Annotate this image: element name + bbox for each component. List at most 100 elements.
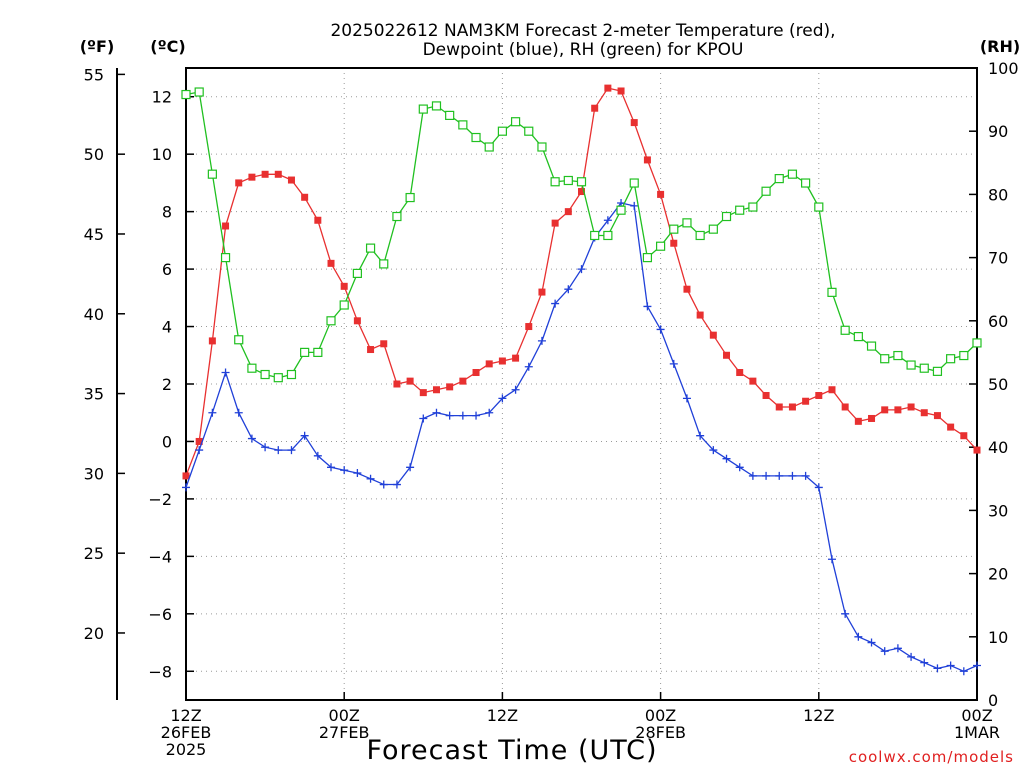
temperature-point — [406, 377, 414, 385]
dewpoint-point — [537, 336, 546, 345]
grid-lines — [186, 68, 977, 700]
time-tick-label: 12Z — [803, 706, 834, 725]
time-tick-label: 00Z — [645, 706, 676, 725]
dewpoint-point — [669, 359, 678, 368]
dewpoint-point — [472, 411, 481, 420]
temperature-point — [525, 323, 533, 331]
temperature-point — [459, 377, 467, 385]
dewpoint-point — [432, 408, 441, 417]
temperature-point — [828, 386, 836, 394]
rh-point — [445, 110, 455, 121]
temperature-point — [670, 239, 678, 247]
rh-tick-label: 60 — [988, 312, 1008, 331]
rh-point — [207, 169, 217, 179]
temperature-point — [538, 288, 546, 296]
dewpoint-point — [524, 362, 533, 371]
rh-point — [801, 178, 811, 188]
rh-point — [326, 316, 336, 326]
rh-point — [814, 202, 824, 212]
temperature-point — [894, 406, 902, 414]
dewpoint-point — [366, 474, 375, 483]
dewpoint-point — [261, 443, 270, 452]
dewpoint-series — [182, 199, 981, 676]
temperature-point — [578, 188, 585, 196]
rh-point — [471, 132, 481, 143]
temperature-point — [802, 397, 810, 405]
dewpoint-point — [933, 664, 942, 673]
rh-point — [721, 211, 732, 222]
dewpoint-point — [392, 480, 401, 489]
rh-point — [273, 373, 283, 383]
time-tick-label: 27FEB — [319, 723, 370, 742]
rh-point — [379, 259, 389, 269]
rh-point — [220, 253, 231, 263]
rh-point — [919, 363, 929, 373]
temperature-point — [248, 173, 256, 181]
dewpoint-point — [274, 446, 283, 455]
dewpoint-point — [221, 368, 230, 377]
chart-title-line-2: Dewpoint (blue), RH (green) for KPOU — [423, 40, 744, 60]
rh-point — [893, 350, 903, 361]
series-group — [181, 84, 982, 676]
fahrenheit-tick-label: 40 — [84, 305, 104, 324]
temperature-point — [643, 156, 651, 164]
temperature-point — [920, 409, 928, 417]
temperature-point — [472, 369, 480, 377]
celsius-tick-label: 6 — [162, 260, 172, 279]
temperature-point — [393, 380, 401, 388]
temperature-point — [854, 417, 862, 425]
rh-point — [972, 338, 982, 348]
temperature-point — [327, 259, 335, 267]
rh-point — [563, 175, 573, 186]
temperature-point — [947, 423, 955, 431]
celsius-tick-label: 4 — [162, 318, 172, 337]
temperature-point — [960, 432, 968, 440]
rh-point — [946, 354, 956, 364]
temperature-point — [261, 170, 269, 178]
temperature-point — [182, 472, 190, 480]
fahrenheit-tick-label: 55 — [84, 65, 104, 84]
fahrenheit-unit-label: (ºF) — [80, 37, 115, 56]
temperature-point — [723, 351, 731, 359]
rh-point — [550, 177, 560, 187]
temperature-point — [380, 340, 388, 348]
temperature-point — [881, 406, 889, 414]
dewpoint-point — [920, 658, 929, 667]
temperature-point — [657, 190, 665, 198]
dewpoint-point — [841, 609, 850, 618]
rh-point — [708, 224, 718, 234]
celsius-tick-label: −2 — [148, 490, 172, 509]
rh-point — [853, 332, 863, 342]
fahrenheit-tick-label: 50 — [84, 145, 104, 164]
time-tick-label: 12Z — [487, 706, 518, 725]
temperature-point — [736, 369, 744, 377]
dewpoint-point — [247, 434, 256, 443]
dewpoint-point — [907, 652, 916, 661]
temperature-point — [301, 193, 309, 201]
temperature-point — [222, 222, 230, 230]
dewpoint-point — [406, 463, 415, 472]
celsius-tick-label: 12 — [152, 88, 172, 107]
time-tick-label: 00Z — [329, 706, 360, 725]
rh-point — [959, 350, 969, 361]
rh-point — [787, 169, 798, 179]
rh-point — [524, 126, 534, 136]
dewpoint-point — [577, 265, 586, 274]
chart-title-line-1: 2025022612 NAM3KM Forecast 2-meter Tempe… — [330, 21, 835, 41]
rh-point — [748, 202, 758, 212]
temperature-point — [868, 414, 876, 422]
temperature-point — [841, 403, 849, 411]
dewpoint-point — [313, 451, 322, 460]
dewpoint-point — [682, 394, 691, 403]
dewpoint-point — [234, 408, 243, 417]
rh-point — [669, 224, 679, 234]
dewpoint-point — [722, 454, 731, 463]
rh-point — [880, 354, 890, 364]
celsius-tick-label: 0 — [162, 432, 172, 451]
rh-point — [365, 243, 376, 253]
dewpoint-point — [458, 411, 467, 420]
rh-tick-label: 70 — [988, 249, 1008, 268]
temperature-point — [446, 383, 454, 391]
rh-point — [247, 363, 257, 373]
dewpoint-point — [551, 299, 560, 308]
